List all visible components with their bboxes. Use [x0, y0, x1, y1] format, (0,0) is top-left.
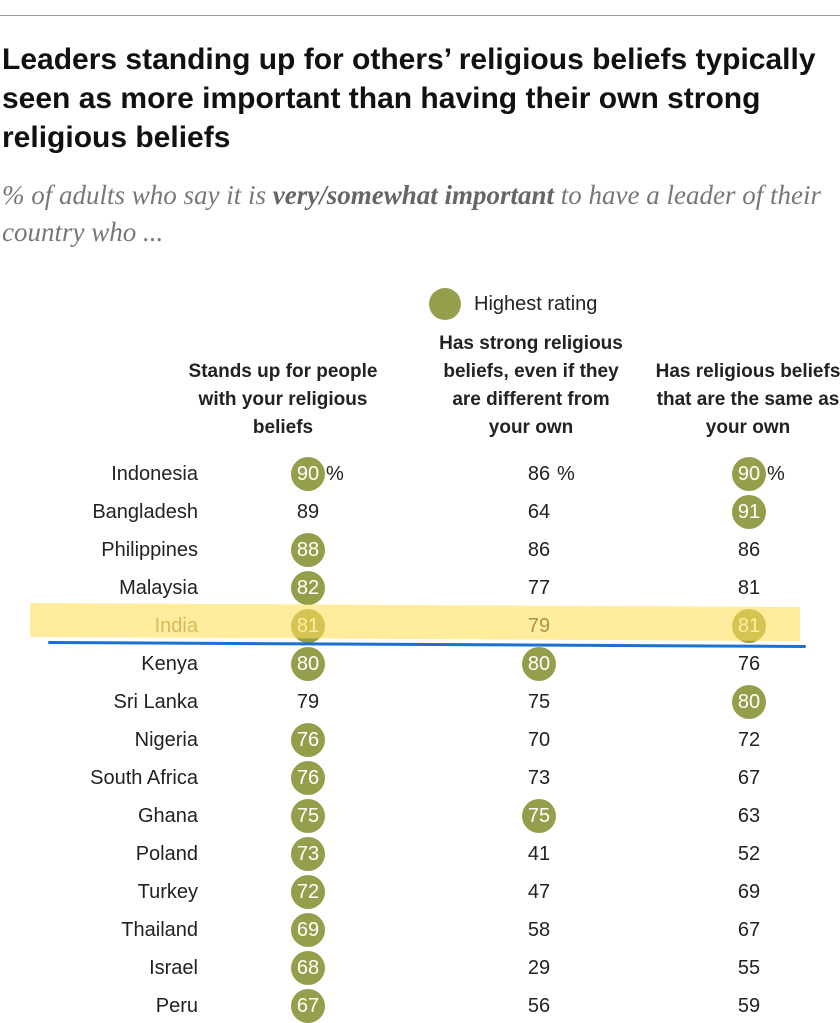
value: 86 — [527, 539, 551, 561]
country: Sri Lanka — [113, 691, 199, 713]
legend-label: Highest rating — [474, 293, 598, 315]
value: 90 — [737, 463, 761, 485]
highest-marker — [291, 875, 325, 909]
highlight-band — [29, 602, 801, 642]
value: 76 — [737, 653, 761, 675]
unit: % — [326, 463, 344, 485]
value: 67 — [737, 767, 761, 789]
country: Thailand — [121, 919, 198, 941]
highest-marker — [522, 647, 556, 681]
value: 79 — [296, 691, 320, 713]
value: 82 — [296, 577, 320, 599]
country: South Africa — [90, 767, 198, 789]
highest-marker — [291, 913, 325, 947]
value: 72 — [296, 881, 320, 903]
highest-marker — [291, 951, 325, 985]
value: 29 — [527, 957, 551, 979]
country: Bangladesh — [92, 501, 198, 523]
value: 69 — [737, 881, 761, 903]
value: 80 — [296, 653, 320, 675]
column-header: Has religious beliefs that are the same … — [655, 361, 840, 438]
country: Israel — [149, 957, 198, 979]
country: Turkey — [137, 881, 198, 903]
country: Kenya — [141, 653, 198, 675]
value: 68 — [296, 957, 320, 979]
value: 81 — [737, 577, 761, 599]
unit: % — [767, 463, 785, 485]
country: Poland — [135, 843, 198, 865]
value: 72 — [737, 729, 761, 751]
subtitle: % of adults who say it is very/somewhat … — [2, 177, 832, 251]
value: 77 — [527, 577, 551, 599]
value: 69 — [296, 919, 320, 941]
highest-marker — [291, 647, 325, 681]
value: 56 — [527, 995, 551, 1017]
highest-marker — [291, 761, 325, 795]
country: Peru — [155, 995, 198, 1017]
highest-marker — [291, 799, 325, 833]
value: 41 — [527, 843, 551, 865]
value: 90 — [296, 463, 320, 485]
value: 64 — [527, 501, 551, 523]
highest-marker — [291, 533, 325, 567]
legend-swatch — [429, 288, 461, 320]
top-rule — [0, 15, 840, 16]
value: 73 — [527, 767, 551, 789]
value: 55 — [737, 957, 761, 979]
column-header: Stands up for people with your religious… — [188, 361, 378, 438]
subtitle-text: to have a leader of their country who ..… — [2, 180, 821, 247]
underline — [47, 641, 807, 648]
value: 80 — [527, 653, 551, 675]
highest-marker — [291, 457, 325, 491]
highest-marker — [732, 685, 766, 719]
country: Indonesia — [111, 463, 198, 485]
value: 91 — [737, 501, 761, 523]
value: 63 — [737, 805, 761, 827]
value: 73 — [296, 843, 320, 865]
value: 75 — [527, 805, 551, 827]
value: 47 — [527, 881, 551, 903]
value: 80 — [737, 691, 761, 713]
country: Malaysia — [119, 577, 198, 599]
value: 86 — [737, 539, 761, 561]
value: 86 — [527, 463, 551, 485]
value: 76 — [296, 729, 320, 751]
column-header: Has strong religious beliefs, even if th… — [439, 333, 623, 438]
country: Ghana — [137, 805, 198, 827]
highest-marker — [732, 457, 766, 491]
value: 75 — [527, 691, 551, 713]
value: 76 — [296, 767, 320, 789]
value: 52 — [737, 843, 761, 865]
value: 67 — [737, 919, 761, 941]
subtitle-emphasis: very/somewhat important — [272, 180, 555, 210]
country: Nigeria — [134, 729, 198, 751]
value: 67 — [296, 995, 320, 1017]
subtitle-text: % of adults who say it is — [2, 180, 273, 210]
country: Philippines — [101, 539, 198, 561]
value: 70 — [527, 729, 551, 751]
highest-marker — [732, 495, 766, 529]
highest-marker — [291, 571, 325, 605]
value: 75 — [296, 805, 320, 827]
value: 89 — [296, 501, 320, 523]
value: 58 — [527, 919, 551, 941]
highest-marker — [291, 723, 325, 757]
value: 88 — [296, 539, 320, 561]
value: 59 — [737, 995, 761, 1017]
highest-marker — [522, 799, 556, 833]
highest-marker — [291, 837, 325, 871]
title: Leaders standing up for others’ religiou… — [2, 43, 816, 154]
unit: % — [557, 463, 575, 485]
